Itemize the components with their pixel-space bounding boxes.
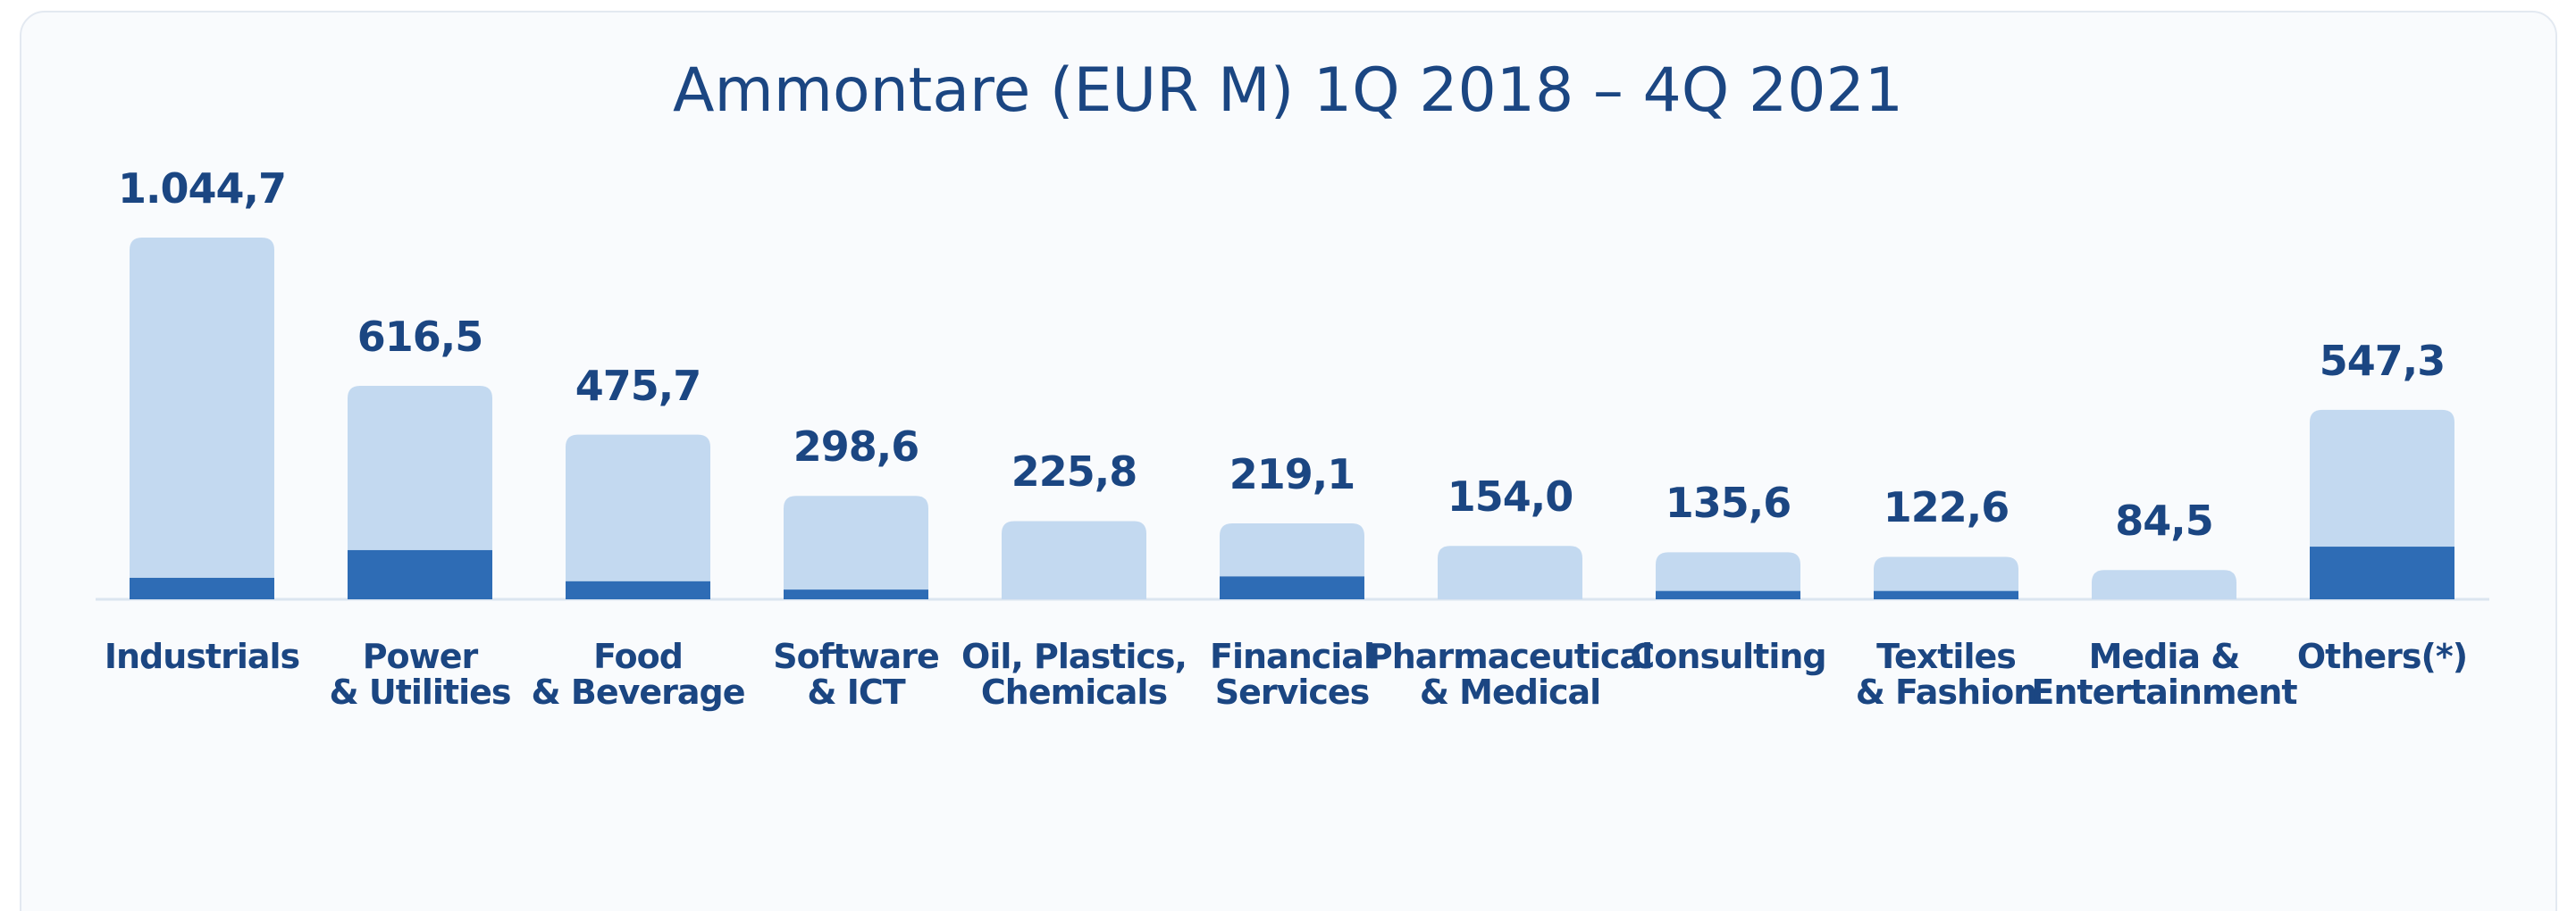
- x-tick-label: Software & ICT: [773, 637, 939, 712]
- data-label: 1.044,7: [118, 164, 287, 213]
- data-label: 84,5: [2115, 497, 2214, 546]
- bar: [784, 496, 928, 599]
- bar: [2092, 570, 2236, 599]
- bar: [1874, 556, 2018, 599]
- x-tick-label: Media & Entertainment: [2031, 637, 2297, 712]
- x-tick-label: Industrials: [104, 637, 300, 676]
- data-label: 616,5: [357, 313, 484, 361]
- bar-portion: [1220, 576, 1364, 599]
- x-tick-label: Consulting: [1630, 637, 1826, 676]
- chart-title: Ammontare (EUR M) 1Q 2018 – 4Q 2021: [672, 55, 1904, 126]
- bar: [566, 434, 710, 599]
- x-tick-label: Pharmaceutical & Medical: [1367, 637, 1653, 712]
- bar-portion: [1874, 590, 2018, 599]
- data-label: 154,0: [1447, 472, 1574, 522]
- bar-portion: [1656, 590, 1800, 599]
- bar-portion: [2310, 547, 2454, 599]
- bar-portion: [348, 549, 492, 599]
- data-label: 298,6: [793, 422, 920, 472]
- data-label: 547,3: [2319, 336, 2446, 385]
- data-label: 219,1: [1229, 450, 1356, 499]
- x-tick-label: Oil, Plastics, Chemicals: [961, 637, 1187, 712]
- x-tick-label: Power & Utilities: [329, 637, 511, 712]
- x-tick-label: Food & Beverage: [531, 637, 745, 712]
- bar-portion: [784, 589, 928, 599]
- data-label: 135,6: [1665, 479, 1792, 528]
- bar: [1656, 552, 1800, 599]
- bar-portion: [130, 577, 274, 599]
- data-label: 225,8: [1011, 447, 1138, 497]
- bar-portion: [566, 581, 710, 599]
- bar: [1002, 521, 1146, 599]
- x-tick-label: Textiles & Fashion: [1855, 637, 2038, 712]
- x-tick-label: Others(*): [2296, 637, 2468, 676]
- bar: [348, 386, 492, 599]
- data-label: 475,7: [575, 361, 702, 410]
- data-label: 122,6: [1883, 483, 2010, 532]
- x-tick-label: Financial Services: [1210, 637, 1375, 712]
- bar: [130, 238, 274, 599]
- bar: [1438, 546, 1582, 599]
